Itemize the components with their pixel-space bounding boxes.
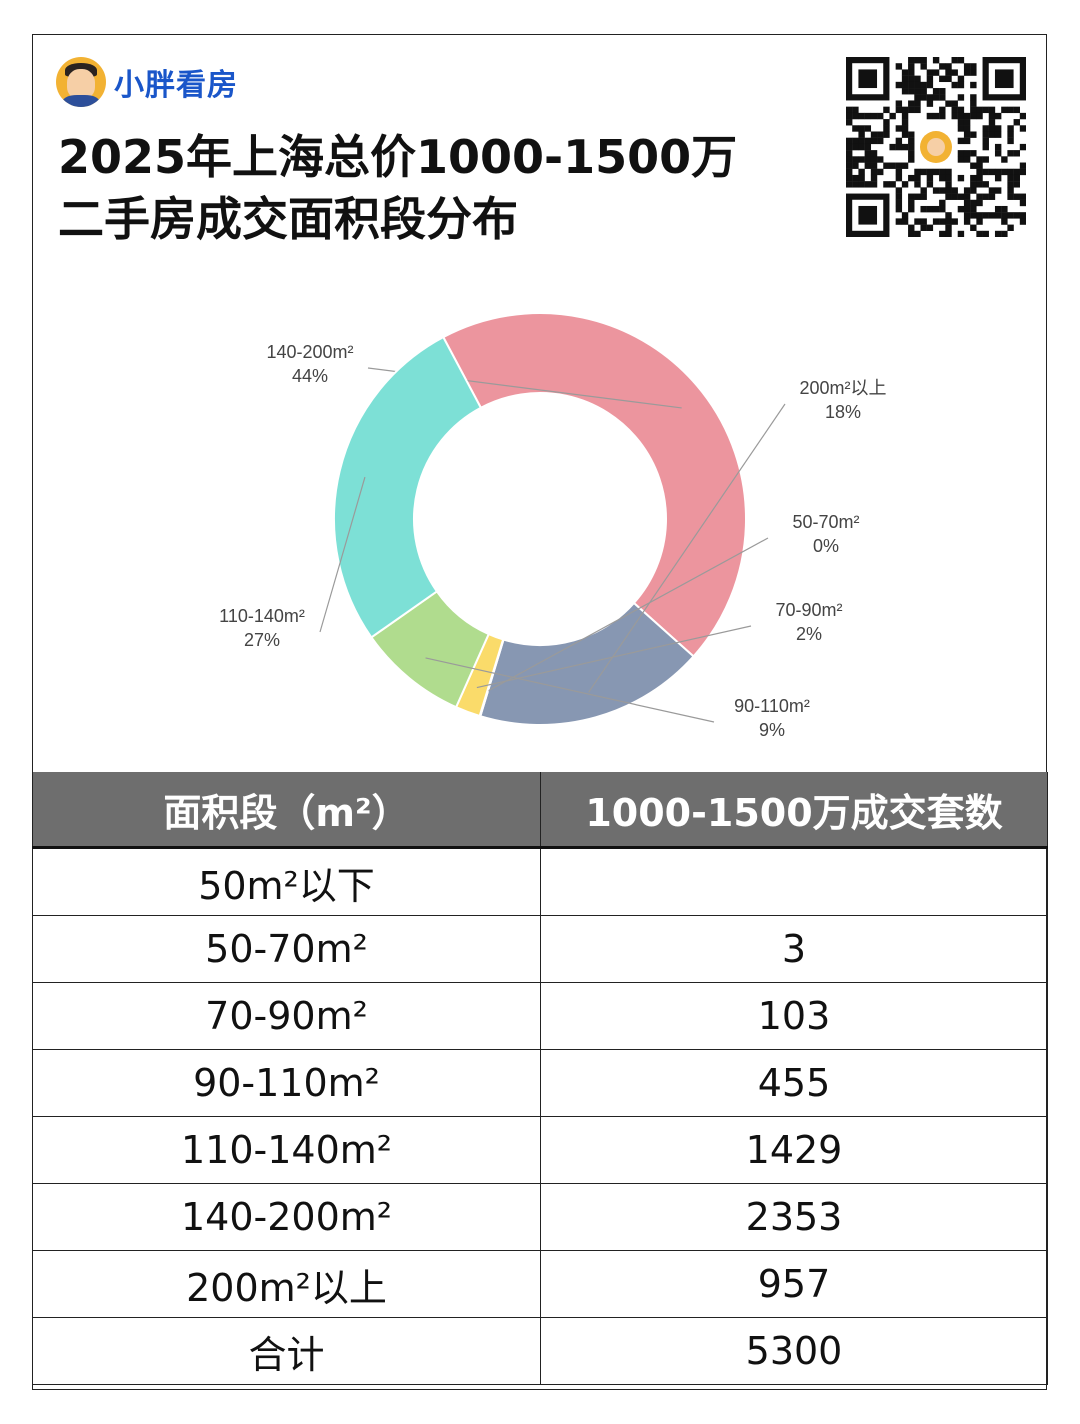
cell-count: 957: [540, 1250, 1048, 1318]
leader-line: [588, 403, 786, 693]
qr-code: [846, 57, 1026, 237]
cell-count: 1429: [540, 1116, 1048, 1184]
cell-count: [540, 846, 1048, 916]
table-row-total: 合计 5300: [32, 1317, 1048, 1385]
leader-line: [476, 625, 752, 689]
brand: 小胖看房: [56, 56, 238, 108]
table-header-row: 面积段（m²） 1000-1500万成交套数: [32, 772, 1048, 848]
header-area-range: 面积段（m²）: [32, 772, 541, 848]
slice-percent-label: 27%: [244, 630, 280, 650]
cell-range: 110-140m²: [32, 1116, 541, 1184]
cell-count: 455: [540, 1049, 1048, 1117]
cell-range: 50-70m²: [32, 915, 541, 983]
table-row: 140-200m² 2353: [32, 1183, 1048, 1251]
leader-line: [425, 657, 715, 723]
table-row: 70-90m² 103: [32, 982, 1048, 1050]
donut-chart: 140-200m² 44% 200m²以上 18% 50-70m² 0% 70-90m² 2%…: [219, 312, 887, 740]
cell-range: 70-90m²: [32, 982, 541, 1050]
leader-line: [319, 476, 366, 633]
slice-percent-label: 9%: [759, 720, 785, 740]
table-row: 90-110m² 455: [32, 1049, 1048, 1117]
cell-range: 140-200m²: [32, 1183, 541, 1251]
title-line-2: 二手房成交面积段分布: [58, 192, 518, 246]
donut-slice: [333, 335, 483, 639]
leader-line: [487, 537, 769, 692]
slice-label: 140-200m²: [266, 342, 353, 362]
table-row: 50-70m² 3: [32, 915, 1048, 983]
cell-range: 90-110m²: [32, 1049, 541, 1117]
slice-label: 90-110m²: [734, 696, 810, 716]
slice-percent-label: 2%: [796, 624, 822, 644]
title-line-1: 2025年上海总价1000-1500万: [58, 130, 738, 184]
cell-range: 50m²以下: [32, 846, 541, 916]
slice-label: 70-90m²: [775, 600, 842, 620]
cell-count: 103: [540, 982, 1048, 1050]
poster-frame: [32, 34, 1047, 1390]
table-row: 50m²以下: [32, 846, 1048, 916]
cell-range: 200m²以上: [32, 1250, 541, 1318]
slice-label: 110-140m²: [219, 606, 305, 626]
slice-percent-label: 44%: [292, 366, 328, 386]
table-row: 110-140m² 1429: [32, 1116, 1048, 1184]
cell-count: 2353: [540, 1183, 1048, 1251]
table-row: 200m²以上 957: [32, 1250, 1048, 1318]
cell-range: 合计: [32, 1317, 541, 1385]
donut-slice: [441, 312, 747, 658]
slice-percent-label: 0%: [813, 536, 839, 556]
avatar: [56, 57, 106, 107]
slice-label: 200m²以上: [799, 378, 886, 398]
slice-label: 50-70m²: [792, 512, 859, 532]
slice-percent-label: 18%: [825, 402, 861, 422]
page-title: 2025年上海总价1000-1500万 二手房成交面积段分布: [58, 126, 737, 250]
header-deal-count: 1000-1500万成交套数: [540, 772, 1048, 848]
brand-name: 小胖看房: [114, 68, 238, 103]
cell-count: 5300: [540, 1317, 1048, 1385]
cell-count: 3: [540, 915, 1048, 983]
data-table: 面积段（m²） 1000-1500万成交套数 50m²以下 50-70m² 3 …: [32, 772, 1048, 1385]
